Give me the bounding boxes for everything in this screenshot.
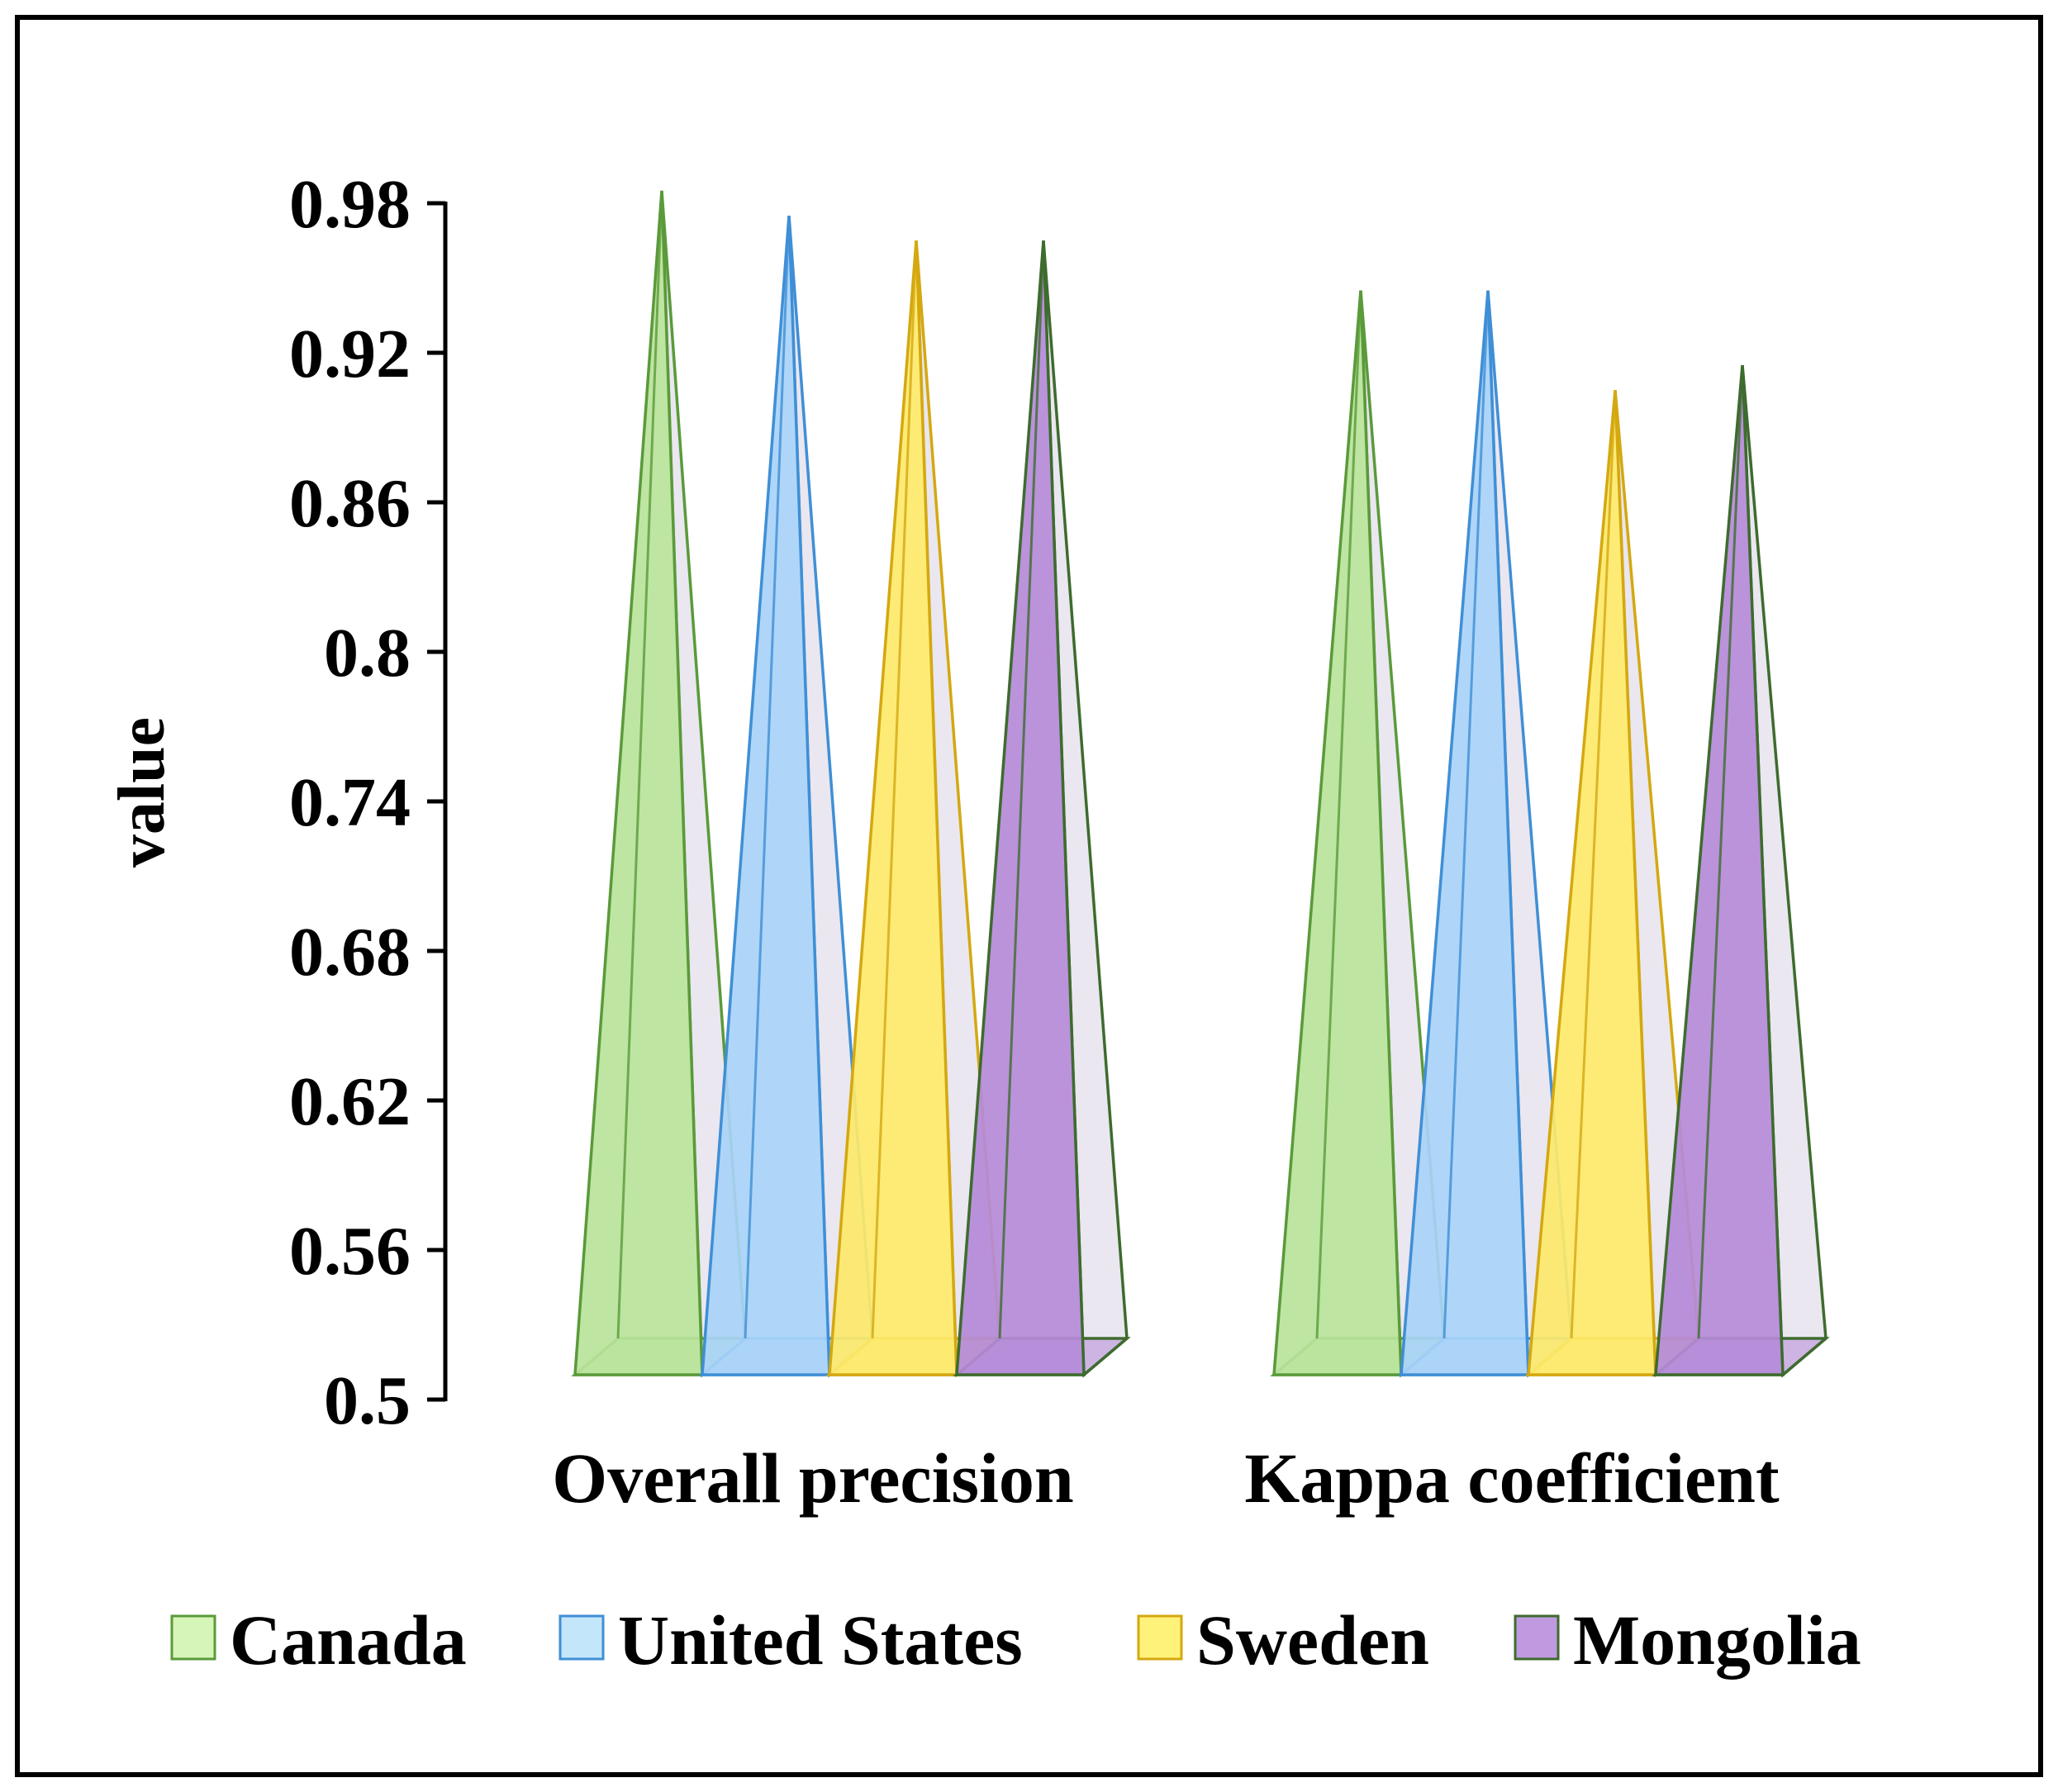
pyramid-back-edge [1570, 390, 1617, 1339]
y-axis: 0.5 0.56 0.62 0.68 0.74 0.8 0.86 0.92 0.98 [289, 166, 448, 1439]
legend-label: Mongolia [1573, 1600, 1861, 1680]
y-tick-label: 0.74 [289, 764, 411, 841]
pyramid-back-edge [616, 190, 663, 1339]
legend-label: Sweden [1196, 1600, 1429, 1680]
pyramid-back-edge [998, 240, 1045, 1339]
y-tick-label: 0.68 [289, 914, 411, 991]
pyramid-back-edge [1315, 290, 1362, 1339]
pyramid-back-edge [744, 216, 791, 1339]
pyramid-back-edge [1697, 365, 1744, 1339]
y-tick-label: 0.56 [289, 1213, 411, 1290]
category-labels: Overall precision Kappa coefficient [552, 1438, 1780, 1518]
category-label: Kappa coefficient [1244, 1438, 1780, 1518]
pyramid-mongolia-kappa-coefficient [1652, 364, 1830, 1378]
y-tick-label: 0.5 [324, 1362, 411, 1439]
y-tick-label: 0.92 [289, 316, 411, 392]
y-axis-title: value [106, 717, 178, 867]
chart-canvas: 0.5 0.56 0.62 0.68 0.74 0.8 0.86 0.92 0.98 Overa… [106, 166, 1861, 1680]
pyramid-mongolia-overall-precision [953, 240, 1131, 1378]
legend-swatch [558, 1614, 605, 1661]
legend-swatch [1514, 1614, 1560, 1661]
pyramid-layer [571, 190, 1830, 1378]
legend-swatch [170, 1614, 216, 1661]
chart-frame: 0.5 0.56 0.62 0.68 0.74 0.8 0.86 0.92 0.98 Overa… [15, 15, 2043, 1777]
y-tick-label: 0.8 [324, 615, 411, 692]
legend-swatch [1137, 1614, 1183, 1661]
y-tick-label: 0.86 [289, 465, 411, 542]
y-tick-label: 0.62 [289, 1063, 411, 1140]
y-tick-label: 0.98 [289, 166, 411, 243]
pyramid-back-edge [1443, 290, 1490, 1339]
category-label: Overall precision [552, 1438, 1073, 1518]
legend: Canada United States Sweden Mongolia [170, 1600, 1861, 1680]
legend-label: United States [618, 1600, 1023, 1680]
legend-label: Canada [230, 1600, 467, 1680]
pyramid-united-states-kappa-coefficient [1397, 290, 1576, 1378]
pyramid-back-edge [871, 240, 918, 1339]
